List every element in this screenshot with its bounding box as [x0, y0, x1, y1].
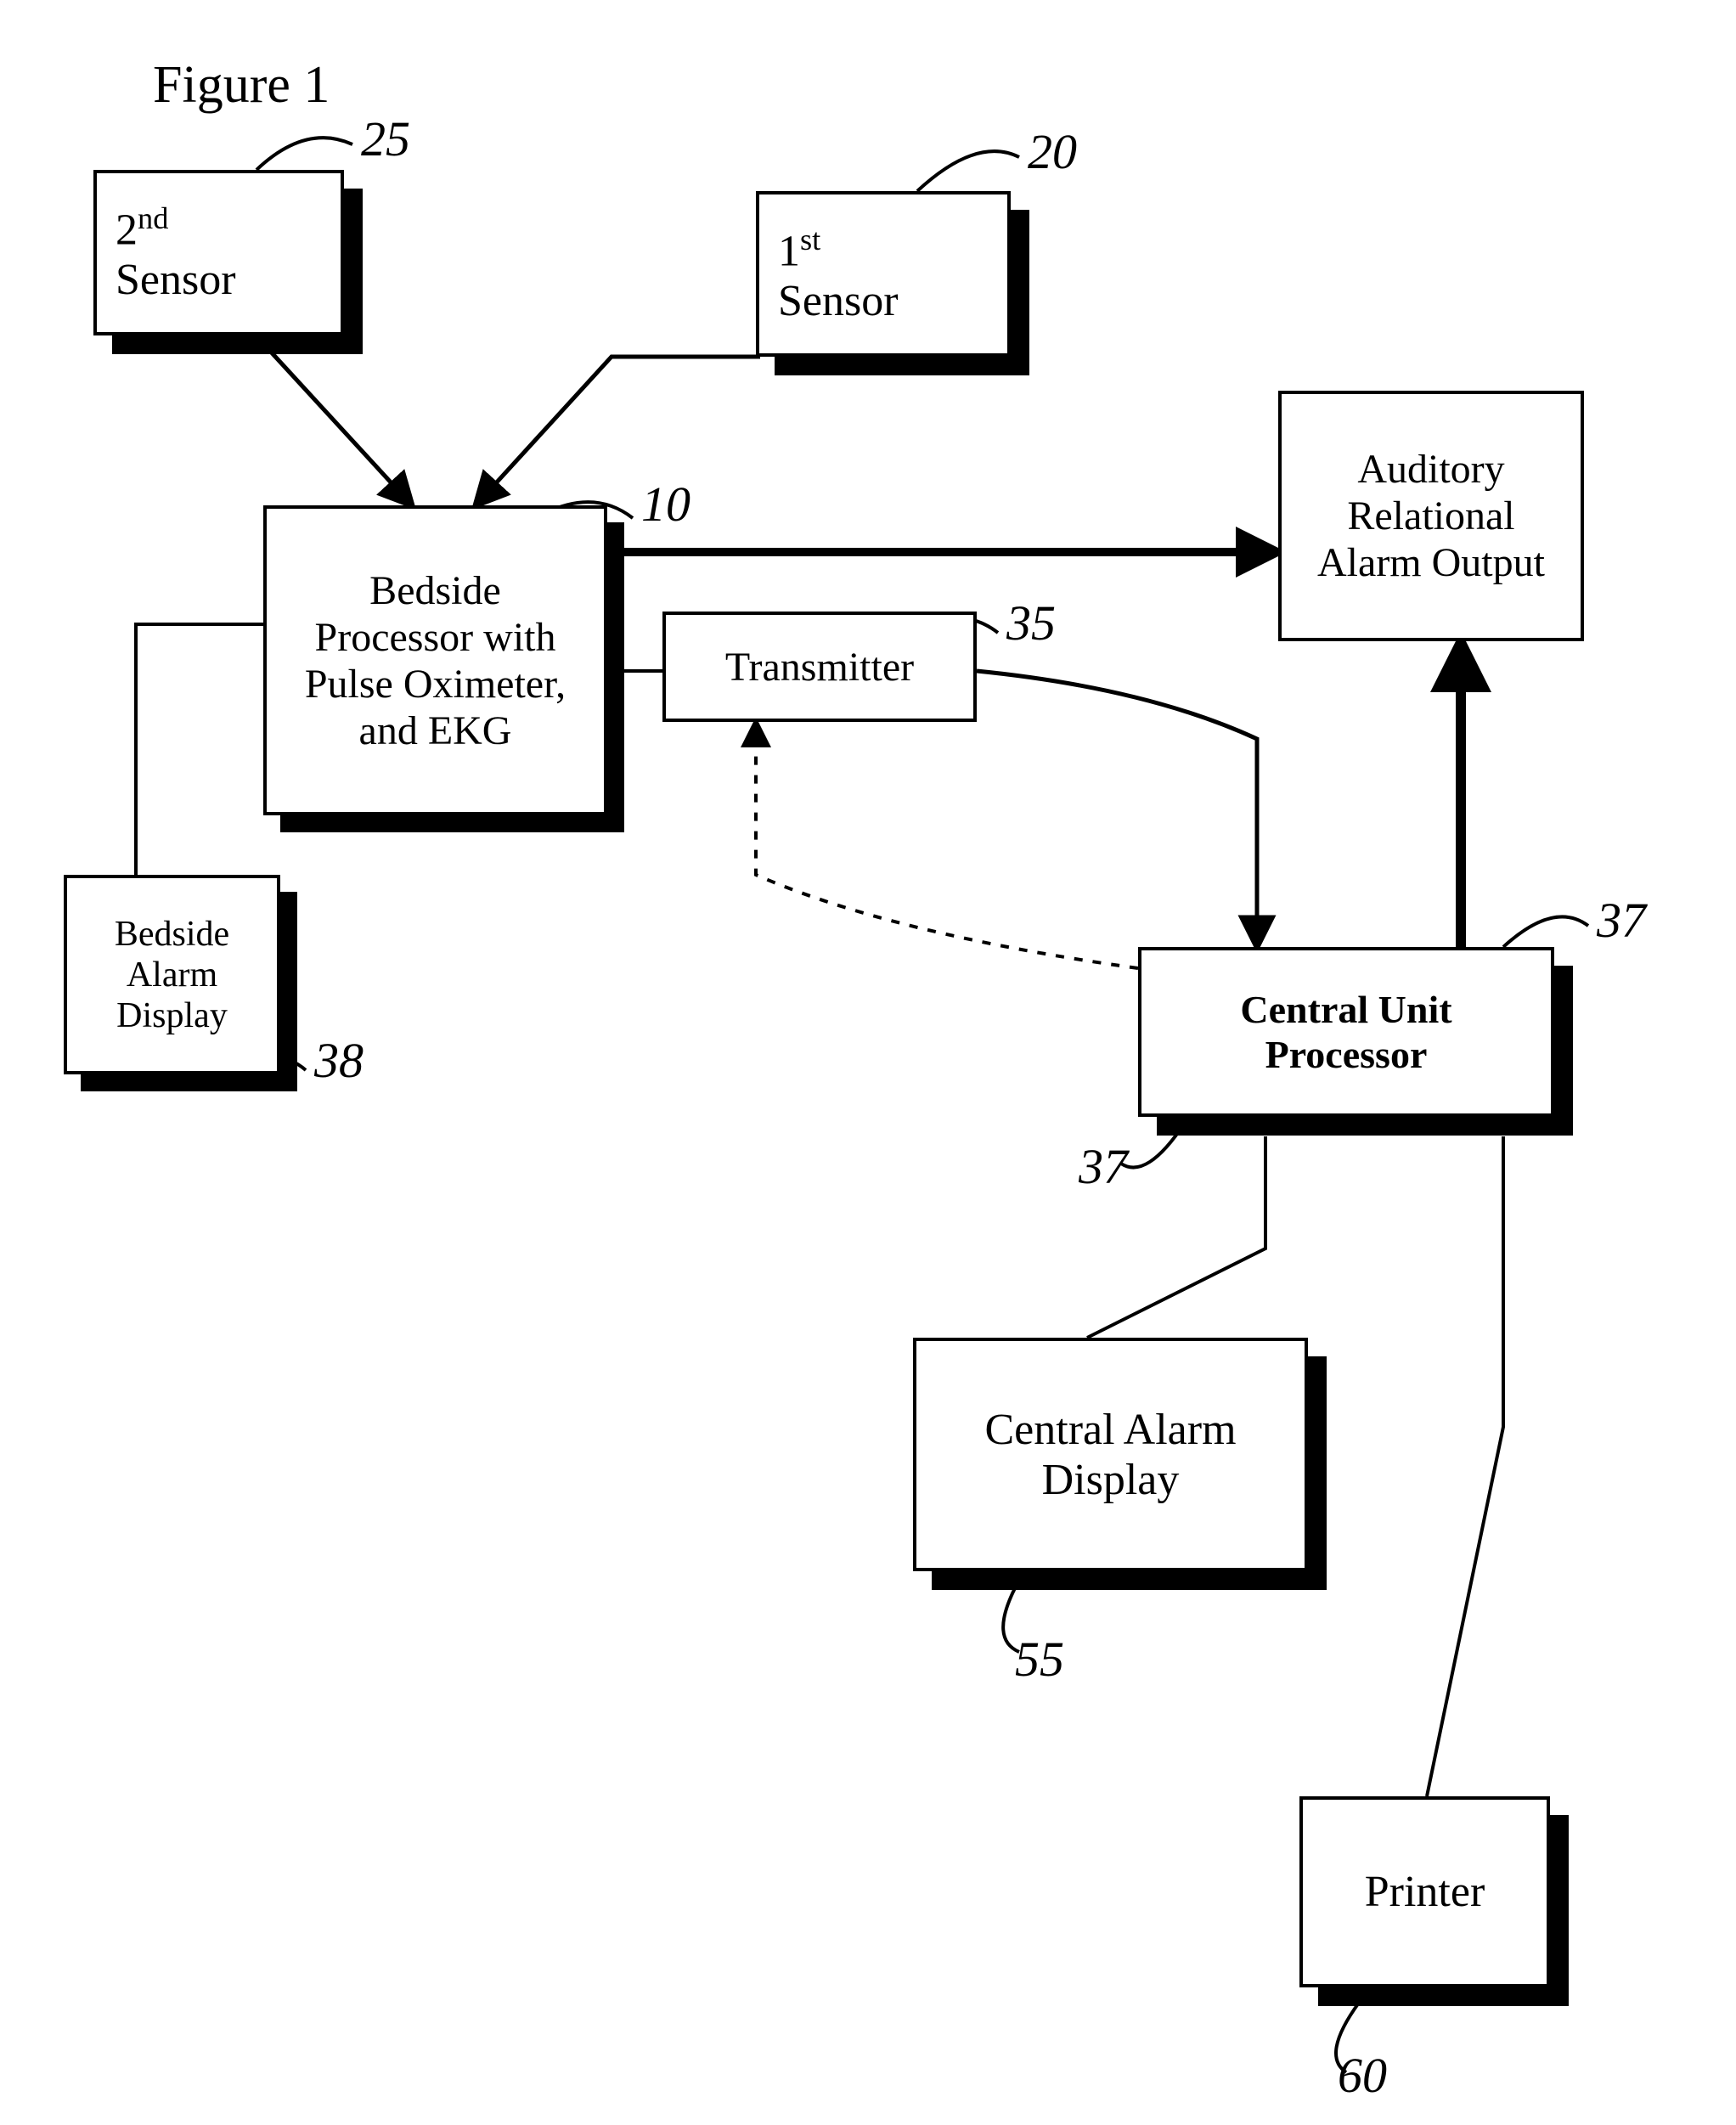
- ref-25: 25: [361, 110, 410, 167]
- node-bedside: Bedside Processor with Pulse Oximeter, a…: [263, 505, 607, 815]
- node-bedside-alarm: Bedside Alarm Display: [64, 875, 280, 1074]
- central-alarm-label: Central Alarm Display: [935, 1405, 1286, 1505]
- leader-20: [917, 151, 1019, 191]
- node-printer: Printer: [1299, 1796, 1550, 1987]
- node-central-alarm: Central Alarm Display: [913, 1338, 1308, 1571]
- printer-label: Printer: [1365, 1867, 1485, 1917]
- block-diagram: Figure 1: [0, 0, 1736, 2125]
- edge-sensor1-bedside: [476, 357, 760, 505]
- ref-37a: 37: [1597, 892, 1646, 949]
- node-sensor1: 1stSensor: [756, 191, 1011, 357]
- edge-central-printer: [1427, 1136, 1503, 1796]
- central-label: Central Unit Processor: [1160, 987, 1532, 1077]
- edge-transmitter-central: [977, 671, 1257, 947]
- node-transmitter: Transmitter: [662, 612, 977, 722]
- ref-37b: 37: [1079, 1138, 1128, 1195]
- edge-bedside-bedsidealarm: [136, 624, 263, 875]
- bedside-alarm-label: Bedside Alarm Display: [86, 914, 258, 1036]
- ref-20: 20: [1028, 123, 1077, 180]
- sensor1-label: 1stSensor: [778, 222, 899, 326]
- ref-55: 55: [1015, 1631, 1064, 1688]
- edge-central-transmitter: [756, 722, 1138, 968]
- bedside-label: Bedside Processor with Pulse Oximeter, a…: [285, 567, 585, 754]
- edge-sensor2-bedside: [268, 348, 412, 505]
- ref-60: 60: [1338, 2047, 1387, 2104]
- node-central: Central Unit Processor: [1138, 947, 1554, 1117]
- auditory-label: Auditory Relational Alarm Output: [1300, 446, 1562, 586]
- ref-38: 38: [314, 1032, 364, 1089]
- leader-25: [256, 138, 352, 170]
- sensor2-label: 2ndSensor: [116, 200, 236, 305]
- node-sensor2: 2ndSensor: [93, 170, 344, 335]
- node-auditory: Auditory Relational Alarm Output: [1278, 391, 1584, 641]
- ref-35: 35: [1006, 595, 1056, 651]
- ref-10: 10: [641, 476, 690, 533]
- transmitter-label: Transmitter: [725, 644, 914, 690]
- leader-37a: [1503, 916, 1588, 947]
